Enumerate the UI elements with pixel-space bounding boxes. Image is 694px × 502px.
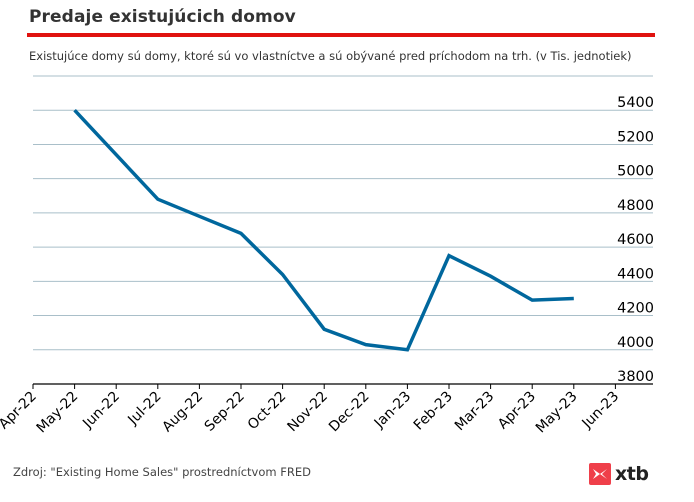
x-tick-label: May-23 [533, 389, 581, 437]
x-tick-label: Jan-23 [371, 389, 414, 432]
x-tick-label: Mar-23 [452, 389, 498, 435]
y-axis-tick-labels: 3800 4000 4200 4400 4600 4800 5000 5200 5400 [617, 95, 654, 385]
xtb-logo: xtb [589, 462, 649, 486]
chart-title: Predaje existujúcich domov [29, 7, 296, 27]
y-tick-label: 5200 [617, 129, 654, 145]
x-tick-label: Jun-23 [579, 389, 623, 433]
y-tick-label: 4800 [617, 198, 654, 214]
y-tick-label: 5400 [617, 95, 654, 111]
x-tick-label: Jul-22 [124, 389, 164, 429]
source-note: Zdroj: "Existing Home Sales" prostredníc… [13, 465, 311, 479]
title-underline [27, 33, 655, 37]
y-tick-label: 4600 [617, 232, 654, 248]
xtb-logo-icon [589, 463, 611, 485]
y-tick-label: 4400 [617, 266, 654, 282]
chart-subtitle: Existujúce domy sú domy, ktoré sú vo vla… [29, 49, 632, 63]
y-tick-label: 4200 [617, 301, 654, 317]
x-tick-label: Feb-23 [411, 389, 456, 434]
y-tick-label: 5000 [617, 164, 654, 180]
y-tick-label: 4000 [617, 335, 654, 351]
x-tick-label: Aug-22 [159, 389, 206, 436]
x-tick-label: Oct-22 [245, 389, 290, 434]
x-tick-label: Nov-22 [284, 389, 331, 436]
x-tick-label: Jun-22 [79, 389, 123, 433]
line-chart: 3800 4000 4200 4400 4600 4800 5000 5200 5400 Apr… [0, 75, 654, 437]
xtb-logo-text: xtb [615, 463, 649, 485]
series-line [73, 109, 574, 352]
x-tick-label: Dec-22 [326, 389, 373, 436]
series-layer [73, 109, 574, 352]
x-tick-label: May-22 [34, 389, 82, 437]
x-tick-label: Sep-22 [202, 389, 248, 435]
y-tick-label: 3800 [617, 369, 654, 385]
gridlines [33, 75, 653, 351]
